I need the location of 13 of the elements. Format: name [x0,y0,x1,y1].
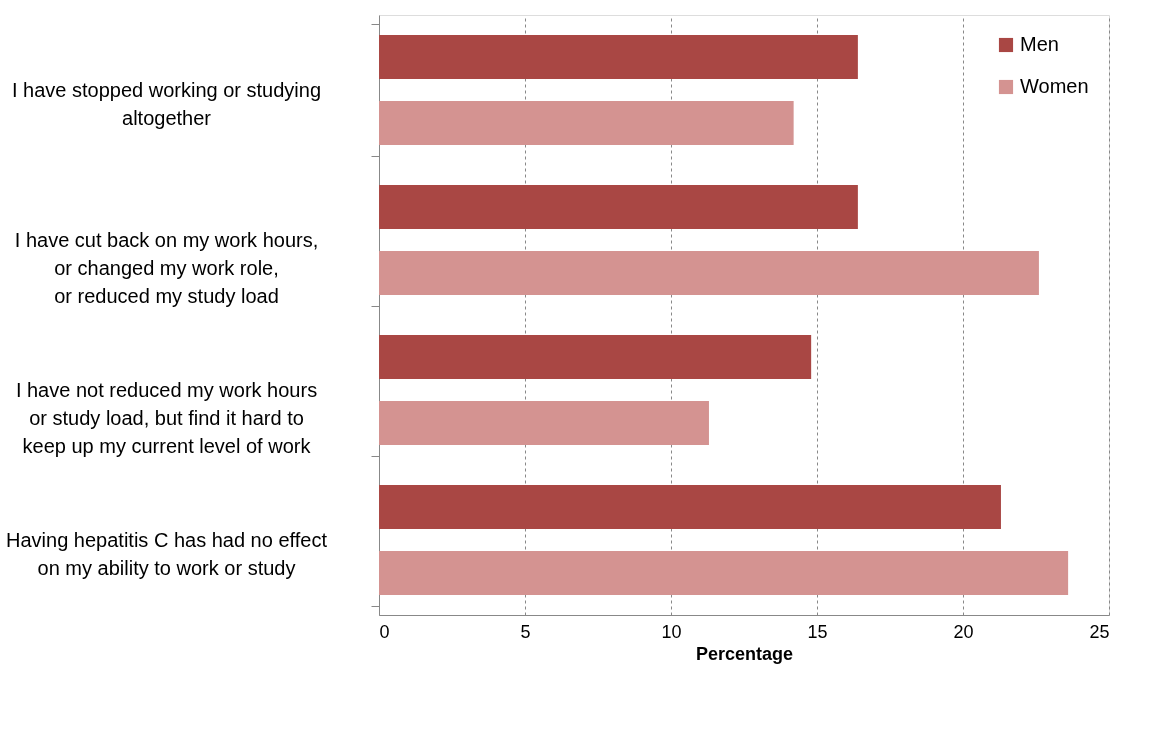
x-axis-title: Percentage [695,643,794,664]
y-tick-label: I have not reduced my work hours or study load, but find it hard to keep up my current level of work [15,378,318,457]
y-tick-label: Having hepatitis C has had no effect on my ability to work or study [6,528,328,579]
legend-label: Women [1020,75,1089,97]
x-tick-label: 5 [520,621,531,642]
y-tick-label: I have cut back on my work hours, or changed my work role, or reduced my study load [14,228,319,307]
x-tick-label: 25 [1089,621,1110,642]
legend-label: Men [1020,33,1059,55]
x-tick-label: 20 [953,621,974,642]
x-tick-label: 10 [661,621,682,642]
x-tick-label: 15 [807,621,828,642]
y-tick-label: I have stopped working or studying altogether [11,78,322,129]
x-tick-label: 0 [379,621,390,642]
